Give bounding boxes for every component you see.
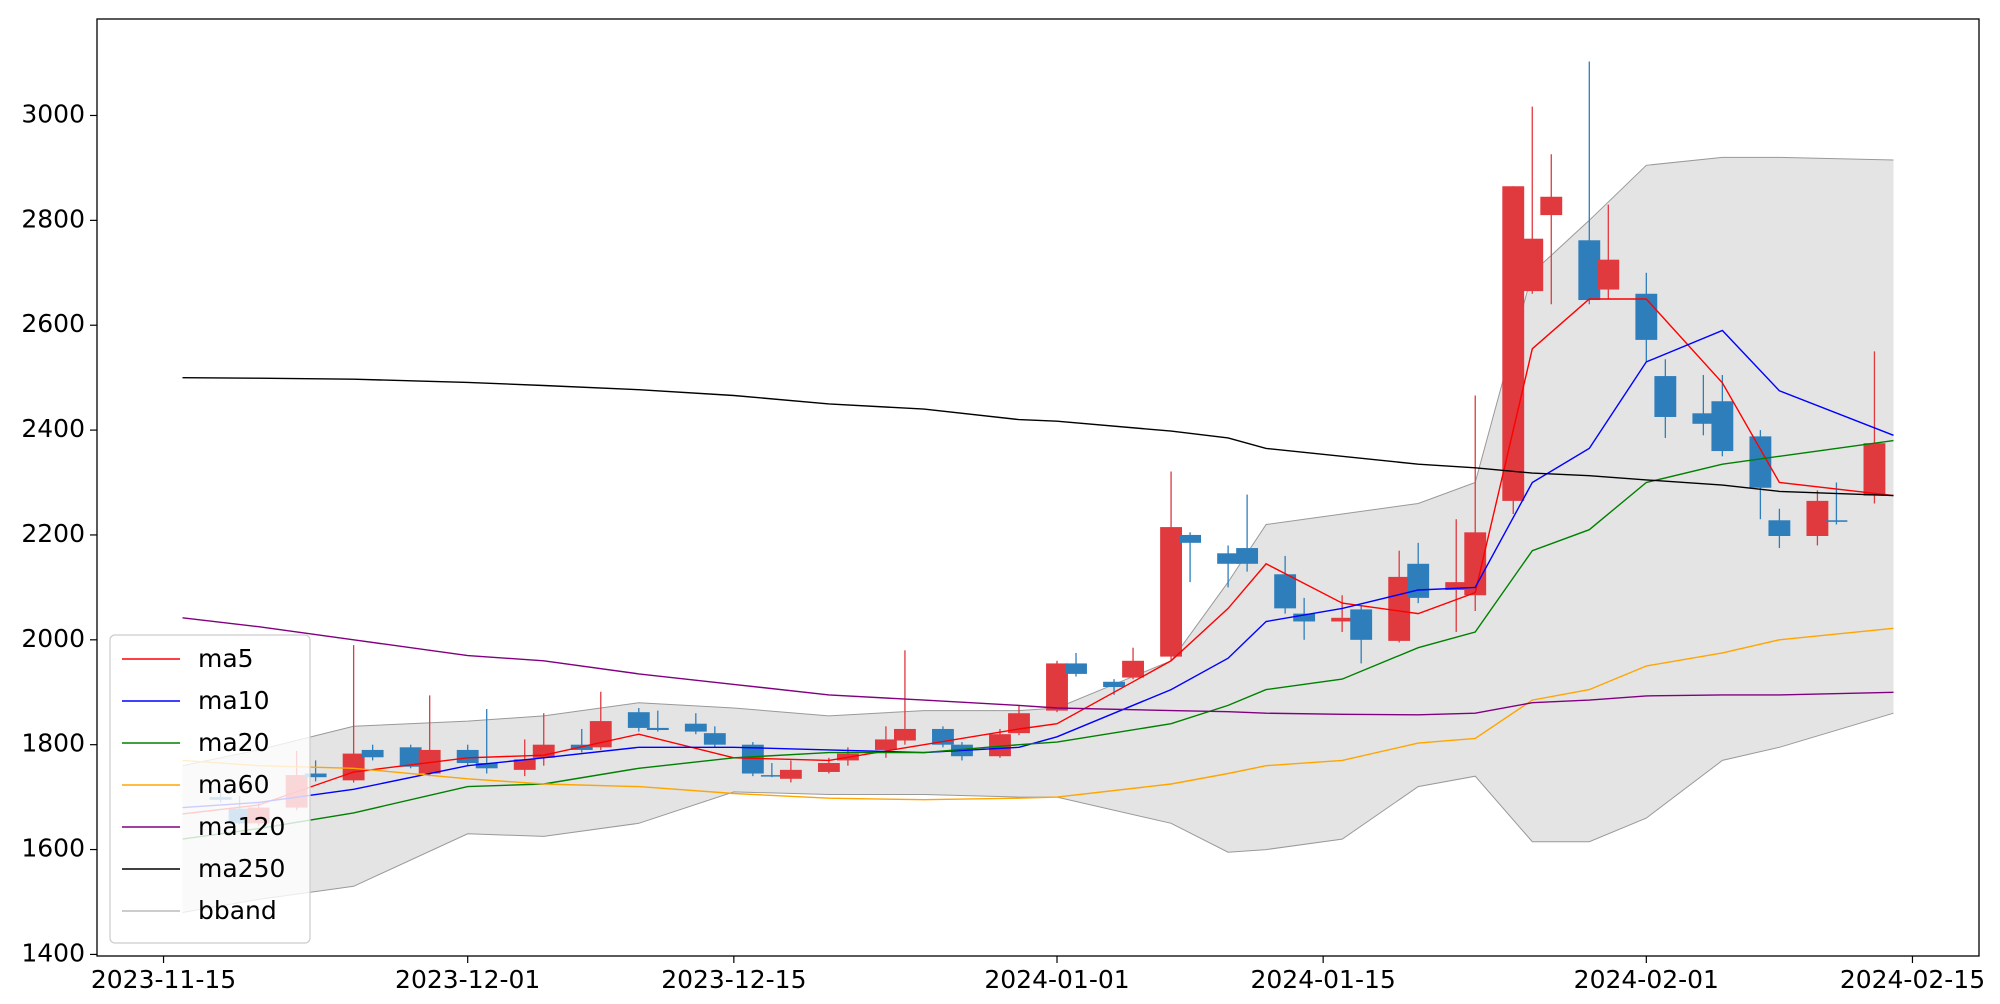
candle-body (817, 763, 840, 772)
candle-body (1236, 548, 1259, 564)
candle-body (1407, 563, 1430, 598)
x-tick-label: 2023-12-01 (395, 965, 540, 994)
candle-body (646, 727, 669, 731)
y-tick-label: 1800 (21, 729, 85, 758)
candle-body (1464, 532, 1487, 596)
candle-body (1749, 436, 1772, 488)
candle-body (779, 769, 802, 779)
candle-body (760, 775, 783, 777)
ma-line (182, 329, 1894, 809)
candle-body (1445, 582, 1468, 591)
candle-body (589, 721, 612, 748)
legend-label: ma5 (198, 644, 254, 673)
ma-line (182, 298, 1894, 815)
candle-body (893, 728, 916, 741)
y-tick-label: 2200 (21, 519, 85, 548)
candle-body (399, 747, 422, 767)
candle-body (1635, 293, 1658, 340)
candle-body (684, 723, 707, 732)
candle-body (1046, 663, 1068, 711)
legend-box (109, 634, 311, 944)
candle-body (1065, 663, 1087, 674)
candle-body (1654, 376, 1677, 417)
candle-body (703, 733, 726, 745)
legend-label: ma20 (198, 728, 269, 757)
candle-body (627, 712, 650, 728)
x-tick-label: 2024-02-01 (1574, 965, 1719, 994)
legend-label: bband (198, 896, 277, 925)
candle-body (1863, 443, 1886, 496)
ma-line (182, 617, 1894, 716)
y-tick-label: 2000 (21, 624, 85, 653)
band-fill (182, 157, 1894, 913)
y-tick-label: 3000 (21, 99, 85, 128)
candle-body (1711, 401, 1734, 452)
band-lower (182, 712, 1894, 913)
candle-body (874, 739, 897, 750)
candle-body (456, 749, 479, 764)
candle-body (1388, 576, 1411, 641)
y-tick-label: 2800 (21, 204, 85, 233)
y-tick-label: 2400 (21, 414, 85, 443)
candle-body (1806, 500, 1829, 537)
candle-body (1217, 553, 1240, 564)
candle-body (1502, 186, 1525, 501)
candle-body (1103, 681, 1125, 688)
x-tick-label: 2024-02-15 (1840, 965, 1985, 994)
candle-body (1350, 609, 1373, 640)
ma-line (182, 439, 1894, 840)
x-tick-label: 2023-11-15 (91, 965, 236, 994)
y-tick-label: 2600 (21, 309, 85, 338)
candle-body (1331, 617, 1354, 622)
candle-body (1122, 660, 1144, 678)
x-tick-label: 2023-12-15 (661, 965, 806, 994)
candle-body (1521, 238, 1544, 292)
y-tick-label: 1600 (21, 834, 85, 863)
y-tick-label: 1400 (21, 938, 85, 967)
candle-body (361, 749, 384, 758)
candle-body (1274, 574, 1297, 609)
candle-body (1540, 196, 1563, 216)
candle-body (342, 753, 365, 781)
legend-label: ma120 (198, 812, 285, 841)
legend-label: ma10 (198, 686, 269, 715)
candle-body (741, 744, 764, 774)
candle-body (1160, 527, 1183, 657)
candle-body (1692, 413, 1715, 424)
plot-frame (96, 18, 1980, 957)
ma-line (182, 627, 1894, 801)
candle-body (1179, 534, 1202, 543)
plot-area (182, 61, 1894, 913)
candle-body (1578, 240, 1601, 301)
candle-body (418, 749, 441, 774)
candle-body (304, 773, 327, 778)
x-tick-label: 2024-01-15 (1251, 965, 1396, 994)
candle-body (475, 763, 498, 769)
legend-label: ma60 (198, 770, 269, 799)
candle-body (1768, 520, 1791, 537)
candle-body (1825, 520, 1848, 522)
x-tick-label: 2024-01-01 (984, 965, 1129, 994)
legend-label: ma250 (198, 854, 285, 883)
candle-body (513, 759, 536, 770)
candle-body (1293, 613, 1316, 622)
candle-body (1597, 259, 1620, 290)
ma-line (182, 377, 1894, 497)
candle-body (989, 734, 1011, 757)
